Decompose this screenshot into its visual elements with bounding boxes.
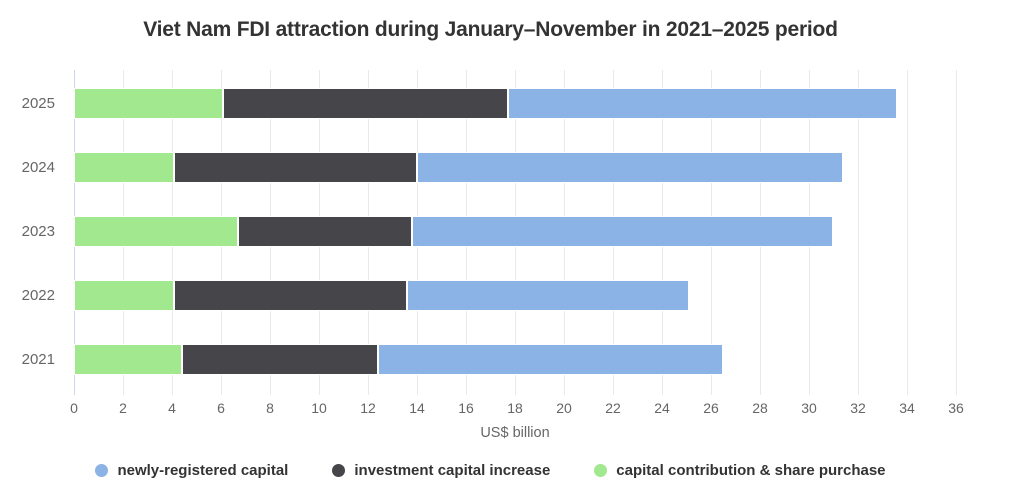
x-axis-tick-label: 0 xyxy=(70,400,78,416)
bar-segment-2022-newly-registered-capital[interactable] xyxy=(407,280,689,311)
legend-item-label: capital contribution & share purchase xyxy=(616,462,886,479)
bar-segment-2021-newly-registered-capital[interactable] xyxy=(377,344,724,375)
x-axis-tick-label: 2 xyxy=(119,400,127,416)
legend-item-newly-registered-capital[interactable]: newly-registered capital xyxy=(95,462,288,479)
bar-segment-2025-capital-contribution-share-purchase[interactable] xyxy=(74,88,224,119)
chart-title: Viet Nam FDI attraction during January–N… xyxy=(143,18,838,41)
x-axis-tick-label: 4 xyxy=(168,400,176,416)
x-axis-tick-label: 10 xyxy=(311,400,327,416)
bar-segment-2025-investment-capital-increase[interactable] xyxy=(223,88,508,119)
x-axis-tick-label: 8 xyxy=(266,400,274,416)
bar-row-2024 xyxy=(74,152,844,183)
gridline xyxy=(907,70,908,395)
x-axis-tick-label: 34 xyxy=(899,400,915,416)
x-axis-tick-label: 32 xyxy=(850,400,866,416)
bar-row-2022 xyxy=(74,280,689,311)
x-axis-tick-label: 6 xyxy=(217,400,225,416)
legend-item-capital-contribution-share-purchase[interactable]: capital contribution & share purchase xyxy=(594,462,886,479)
y-axis-label-2023: 2023 xyxy=(21,222,55,240)
legend-marker-icon-investment-capital-increase xyxy=(332,464,346,477)
plot-area: US$ billion 0 2 4 6 8 10 12 14 16 18 20 22 24 26 28 30 3… xyxy=(22,70,964,441)
bar-segment-2021-capital-contribution-share-purchase[interactable] xyxy=(74,344,182,375)
bar-segment-2023-investment-capital-increase[interactable] xyxy=(238,216,413,247)
x-axis-tick-label: 36 xyxy=(948,400,964,416)
x-axis-tick-label: 28 xyxy=(752,400,768,416)
x-axis-tick-label: 22 xyxy=(605,400,621,416)
bar-segment-2022-capital-contribution-share-purchase[interactable] xyxy=(74,280,175,311)
bar-row-2021 xyxy=(74,344,724,375)
legend-marker-icon-newly-registered-capital xyxy=(95,464,109,477)
y-axis-label-2021: 2021 xyxy=(21,350,55,368)
x-axis-title: US$ billion xyxy=(480,425,550,441)
bar-segment-2024-newly-registered-capital[interactable] xyxy=(416,152,844,183)
x-axis-tick-label: 16 xyxy=(458,400,474,416)
x-axis-tick-label: 24 xyxy=(654,400,670,416)
y-axis-label-2022: 2022 xyxy=(21,286,55,304)
gridline xyxy=(858,70,859,395)
bar-segment-2022-investment-capital-increase[interactable] xyxy=(174,280,408,311)
legend-item-label: newly-registered capital xyxy=(117,462,289,479)
legend-item-investment-capital-increase[interactable]: investment capital increase xyxy=(332,462,550,479)
x-axis-tick-label: 30 xyxy=(801,400,817,416)
legend-item-label: investment capital increase xyxy=(354,462,551,479)
x-axis-tick-label: 12 xyxy=(360,400,376,416)
bar-row-2025 xyxy=(74,88,898,119)
x-axis-tick-label: 20 xyxy=(556,400,572,416)
bar-segment-2024-investment-capital-increase[interactable] xyxy=(174,152,417,183)
bar-segment-2023-capital-contribution-share-purchase[interactable] xyxy=(74,216,239,247)
gridline xyxy=(956,70,957,395)
x-axis-tick-label: 14 xyxy=(409,400,425,416)
bar-segment-2024-capital-contribution-share-purchase[interactable] xyxy=(74,152,175,183)
x-axis-tick-label: 26 xyxy=(703,400,719,416)
legend-marker-icon-capital-contribution-share-purchase xyxy=(594,464,608,477)
bar-segment-2023-newly-registered-capital[interactable] xyxy=(412,216,834,247)
y-axis-label-2025: 2025 xyxy=(21,94,55,112)
bar-row-2023 xyxy=(74,216,834,247)
bar-segment-2021-investment-capital-increase[interactable] xyxy=(181,344,378,375)
y-axis-label-2024: 2024 xyxy=(21,158,55,176)
legend: newly-registered capital investment capit… xyxy=(0,462,981,479)
x-axis-tick-label: 18 xyxy=(507,400,523,416)
bar-segment-2025-newly-registered-capital[interactable] xyxy=(507,88,898,119)
